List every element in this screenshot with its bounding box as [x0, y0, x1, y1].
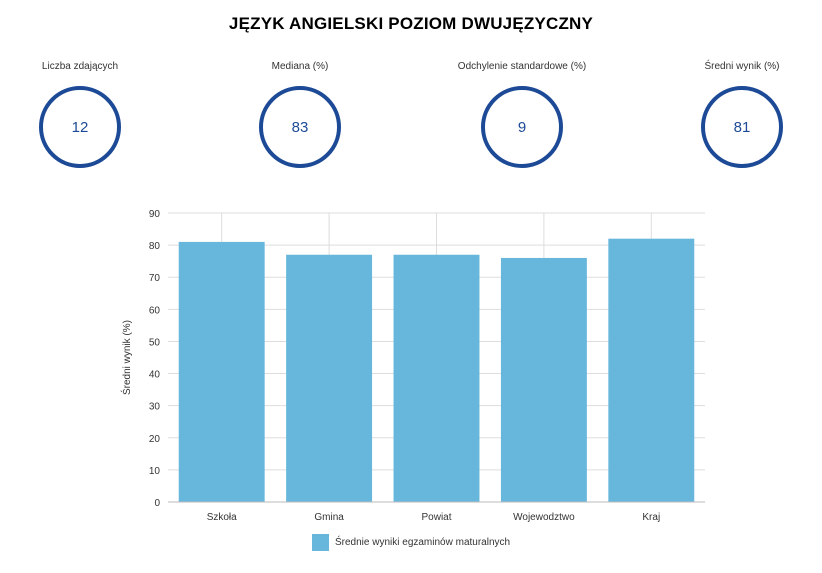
y-tick-label: 40 [149, 370, 161, 381]
x-tick-label: Powiat [421, 512, 451, 523]
y-tick-label: 90 [149, 209, 161, 220]
stat-stddev-label: Odchylenie standardowe (%) [457, 61, 587, 72]
x-tick-label: Wojewodztwo [513, 512, 575, 523]
y-axis-label: Średni wynik (%) [120, 320, 133, 395]
x-tick-label: Kraj [642, 512, 660, 523]
bar [500, 257, 587, 502]
stat-mean-value: 81 [733, 118, 751, 136]
chart-title: JĘZYK ANGIELSKI POZIOM DWUJĘZYCZNY [228, 14, 594, 33]
stat-stddev-ring: 9 [481, 86, 563, 168]
legend-label: Średnie wyniki egzaminów maturalnych [335, 537, 511, 548]
y-tick-label: 70 [149, 273, 161, 284]
y-tick-label: 30 [149, 402, 161, 413]
legend[interactable]: Średnie wyniki egzaminów maturalnych [312, 534, 510, 551]
x-tick-label: Gmina [314, 512, 344, 523]
stat-mean-ring: 81 [701, 86, 783, 168]
stat-count-ring: 12 [39, 86, 121, 168]
bar [286, 254, 373, 502]
stat-count: Liczba zdających 12 [0, 60, 170, 168]
y-tick-label: 0 [154, 498, 160, 509]
bar [608, 238, 695, 502]
legend-swatch [312, 534, 329, 551]
stat-count-value: 12 [71, 118, 89, 136]
y-tick-label: 60 [149, 305, 161, 316]
stat-stddev-value: 9 [517, 118, 527, 136]
stat-median: Mediana (%) 83 [210, 60, 390, 168]
y-tick-label: 50 [149, 337, 161, 348]
y-tick-label: 20 [149, 434, 161, 445]
stat-median-label: Mediana (%) [271, 61, 329, 72]
y-tick-label: 80 [149, 241, 161, 252]
stat-median-ring: 83 [259, 86, 341, 168]
bar [178, 241, 265, 502]
stat-mean-label: Średni wynik (%) [704, 61, 780, 72]
bar [393, 254, 480, 502]
stat-stddev: Odchylenie standardowe (%) 9 [432, 60, 612, 168]
x-tick-label: Szkoła [207, 512, 237, 523]
stat-mean: Średni wynik (%) 81 [652, 60, 822, 168]
stat-median-value: 83 [291, 118, 309, 136]
stat-count-label: Liczba zdających [41, 61, 119, 72]
y-tick-label: 10 [149, 466, 161, 477]
